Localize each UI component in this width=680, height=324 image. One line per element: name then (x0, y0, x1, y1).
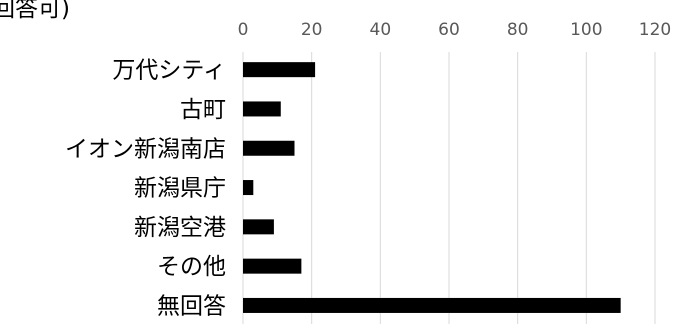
bar (243, 140, 295, 156)
bars (243, 62, 621, 313)
category-label: 万代シティ (112, 58, 226, 84)
grid-lines (242, 52, 656, 324)
category-label: イオン新潟南店 (65, 136, 226, 162)
x-tick-label: 80 (507, 20, 529, 40)
category-label: 無回答 (157, 293, 226, 319)
x-tick-label: 0 (238, 20, 249, 40)
bar (243, 297, 621, 313)
bar (243, 219, 274, 235)
bar (243, 101, 281, 117)
x-tick-label: 120 (639, 20, 671, 40)
chart-title: 回答可) (0, 0, 70, 22)
x-tick-label: 40 (370, 20, 392, 40)
x-tick-label: 20 (301, 20, 323, 40)
x-tick-label: 60 (438, 20, 460, 40)
category-label: 新潟県庁 (134, 176, 226, 202)
bar (243, 258, 302, 274)
category-label: 新潟空港 (134, 215, 226, 241)
x-axis-ticks: 0 20 40 60 80 100 120 (238, 20, 672, 40)
x-tick-label: 100 (570, 20, 602, 40)
category-label: 古町 (180, 97, 226, 123)
category-label: その他 (157, 254, 226, 280)
bar (243, 62, 316, 78)
bar (243, 180, 254, 196)
